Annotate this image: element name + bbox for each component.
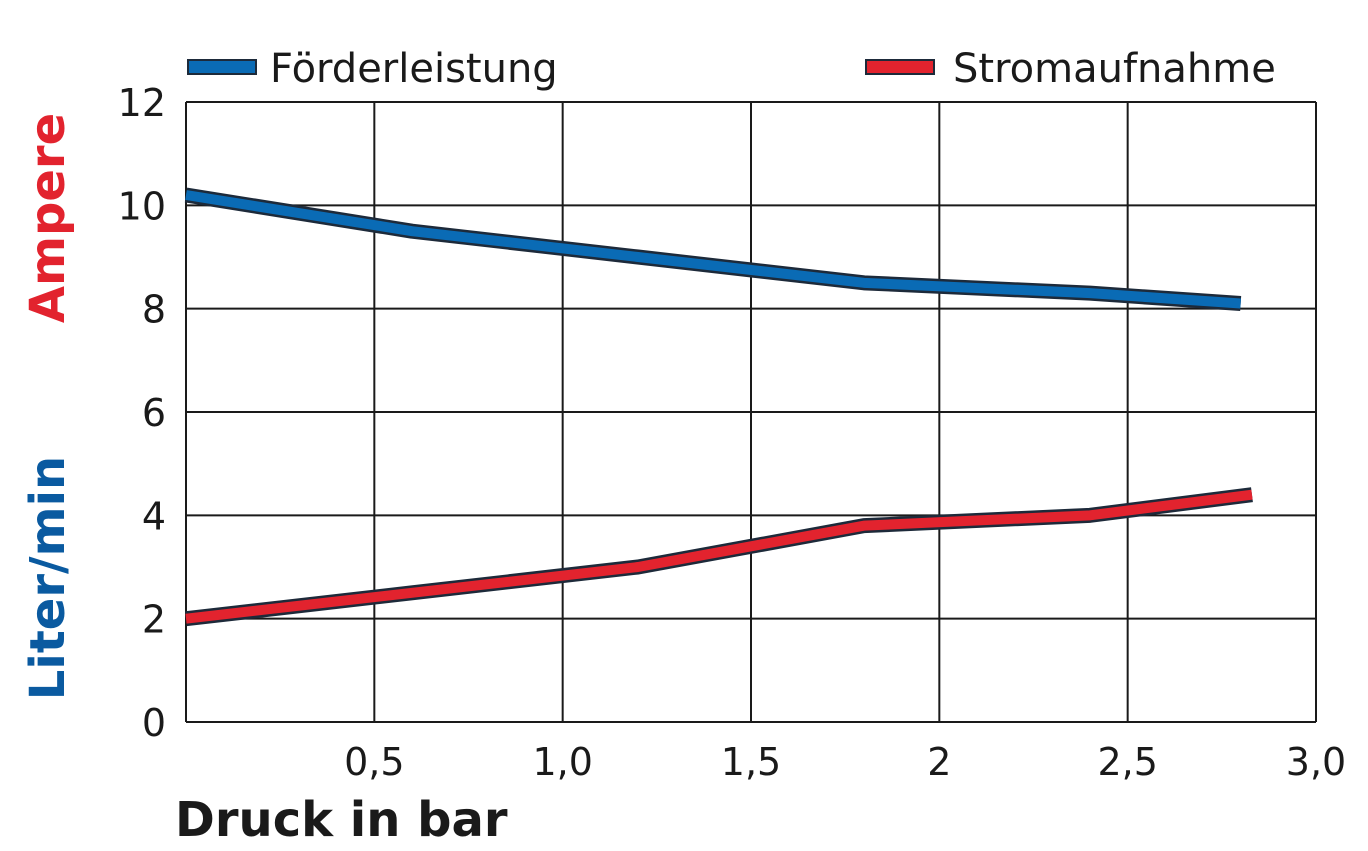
legend-label-stromaufnahme: Stromaufnahme (953, 46, 1276, 92)
series-line-stromaufnahme (185, 489, 1253, 624)
y-tick-label: 0 (142, 701, 166, 745)
y-axis-title-ampere: Ampere (20, 113, 76, 323)
legend-label-foerderleistung: Förderleistung (270, 46, 558, 92)
series-line-foerderleistung (185, 190, 1242, 309)
y-tick-label: 6 (142, 391, 166, 435)
series-layer (184, 187, 1253, 627)
y-tick-label: 10 (118, 184, 166, 228)
y-tick-label: 12 (118, 81, 166, 125)
y-tick-label: 2 (142, 598, 166, 642)
x-tick-label: 3,0 (1286, 740, 1346, 784)
legend: Förderleistung Stromaufnahme (187, 46, 1276, 92)
series-outline-foerderleistung (184, 187, 1242, 311)
y-tick-label: 8 (142, 288, 166, 332)
x-tick-label: 2,5 (1097, 740, 1157, 784)
x-tick-label: 1,5 (721, 740, 781, 784)
grid (185, 101, 1317, 723)
x-tick-label: 2 (927, 740, 951, 784)
y-tick-label: 4 (142, 494, 166, 538)
y-axis-title-liter-min: Liter/min (20, 456, 76, 700)
x-tick-label: 0,5 (344, 740, 404, 784)
tick-labels: 0 2 4 6 8 10 12 0,5 1,0 1,5 2 2,5 3,0 (118, 81, 1347, 784)
x-axis-title: Druck in bar (175, 792, 508, 848)
legend-swatch-foerderleistung (187, 59, 257, 75)
x-tick-label: 1,0 (532, 740, 592, 784)
legend-swatch-stromaufnahme (865, 59, 935, 75)
